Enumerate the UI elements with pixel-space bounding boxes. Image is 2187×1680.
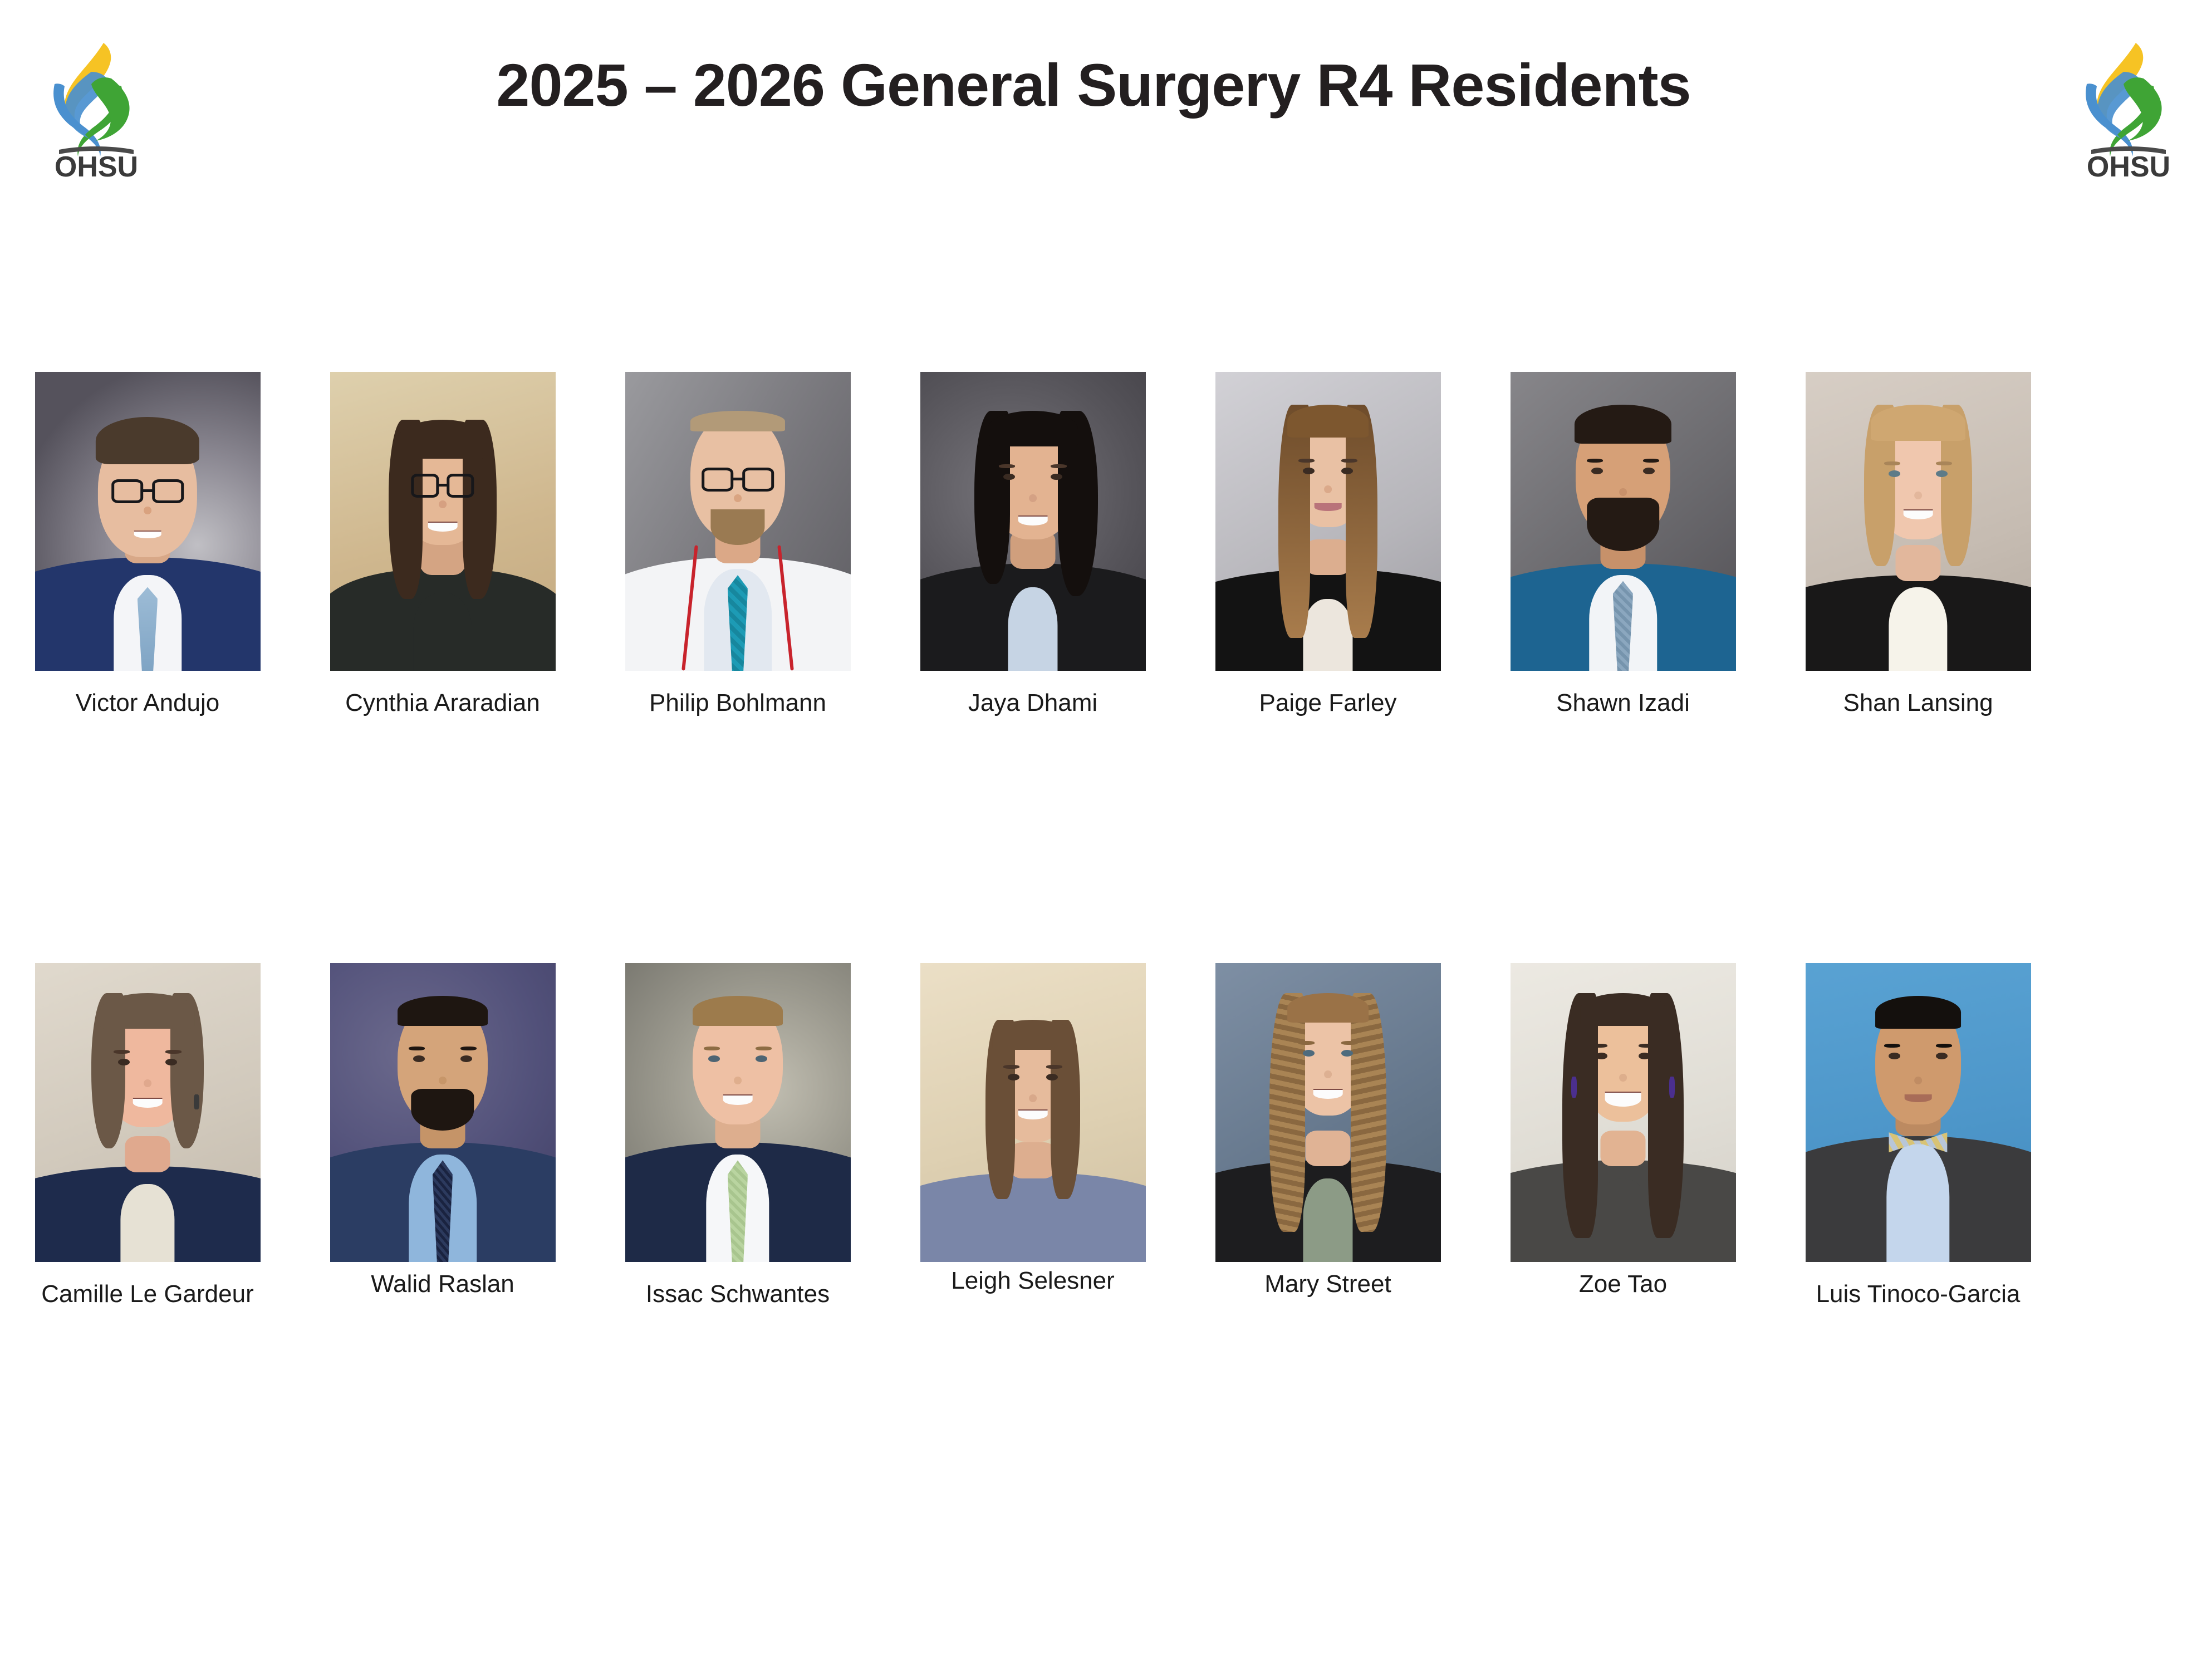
resident-name: Shan Lansing [1843, 689, 1993, 716]
headshot-photo [625, 372, 851, 671]
headshot-photo [35, 372, 261, 671]
ohsu-logo-right: OHSU [2070, 31, 2187, 181]
resident-card-walid-raslan[interactable]: Walid Raslan [295, 963, 590, 1308]
resident-card-philip-bohlmann[interactable]: Philip Bohlmann [590, 372, 885, 716]
ohsu-flame-icon: OHSU [2086, 43, 2170, 181]
resident-name: Camille Le Gardeur [41, 1280, 254, 1308]
resident-name: Luis Tinoco-Garcia [1816, 1280, 2021, 1308]
resident-row-2: Camille Le Gardeur Walid Raslan [0, 963, 2187, 1308]
resident-name: Mary Street [1264, 1270, 1391, 1298]
resident-card-cynthia-araradian[interactable]: Cynthia Araradian [295, 372, 590, 716]
resident-card-leigh-selesner[interactable]: Leigh Selesner [885, 963, 1180, 1308]
resident-name: Leigh Selesner [951, 1267, 1115, 1294]
resident-name: Zoe Tao [1578, 1270, 1668, 1298]
headshot-photo [1510, 372, 1736, 671]
ohsu-flame-icon: OHSU [53, 43, 138, 181]
headshot-photo [1215, 963, 1441, 1262]
headshot-photo [330, 963, 556, 1262]
ohsu-logo-left: OHSU [38, 31, 155, 181]
resident-name: Jaya Dhami [968, 689, 1098, 716]
headshot-photo [625, 963, 851, 1262]
ohsu-wordmark: OHSU [55, 151, 138, 181]
resident-name: Walid Raslan [371, 1270, 514, 1298]
resident-card-shawn-izadi[interactable]: Shawn Izadi [1475, 372, 1771, 716]
resident-row-1: Victor Andujo Cynthia Araradian [0, 372, 2187, 716]
headshot-photo [1510, 963, 1736, 1262]
resident-card-camille-le-gardeur[interactable]: Camille Le Gardeur [0, 963, 295, 1308]
page-title: 2025 – 2026 General Surgery R4 Residents [496, 51, 1691, 119]
headshot-photo [330, 372, 556, 671]
resident-card-paige-farley[interactable]: Paige Farley [1180, 372, 1475, 716]
headshot-photo [35, 963, 261, 1262]
resident-card-luis-tinoco-garcia[interactable]: Luis Tinoco-Garcia [1771, 963, 2066, 1308]
resident-card-mary-street[interactable]: Mary Street [1180, 963, 1475, 1308]
resident-card-jaya-dhami[interactable]: Jaya Dhami [885, 372, 1180, 716]
resident-name: Issac Schwantes [645, 1280, 830, 1308]
headshot-photo [1805, 963, 2031, 1262]
resident-name: Victor Andujo [75, 689, 220, 716]
headshot-photo [1215, 372, 1441, 671]
resident-name: Shawn Izadi [1556, 689, 1690, 716]
resident-name: Cynthia Araradian [345, 689, 540, 716]
resident-card-issac-schwantes[interactable]: Issac Schwantes [590, 963, 885, 1308]
ohsu-wordmark: OHSU [2087, 151, 2170, 181]
resident-name: Paige Farley [1259, 689, 1397, 716]
resident-card-shan-lansing[interactable]: Shan Lansing [1771, 372, 2066, 716]
headshot-photo [1805, 372, 2031, 671]
resident-card-zoe-tao[interactable]: Zoe Tao [1475, 963, 1771, 1308]
resident-card-victor-andujo[interactable]: Victor Andujo [0, 372, 295, 716]
resident-name: Philip Bohlmann [649, 689, 826, 716]
headshot-photo [920, 372, 1146, 671]
headshot-photo [920, 963, 1146, 1262]
